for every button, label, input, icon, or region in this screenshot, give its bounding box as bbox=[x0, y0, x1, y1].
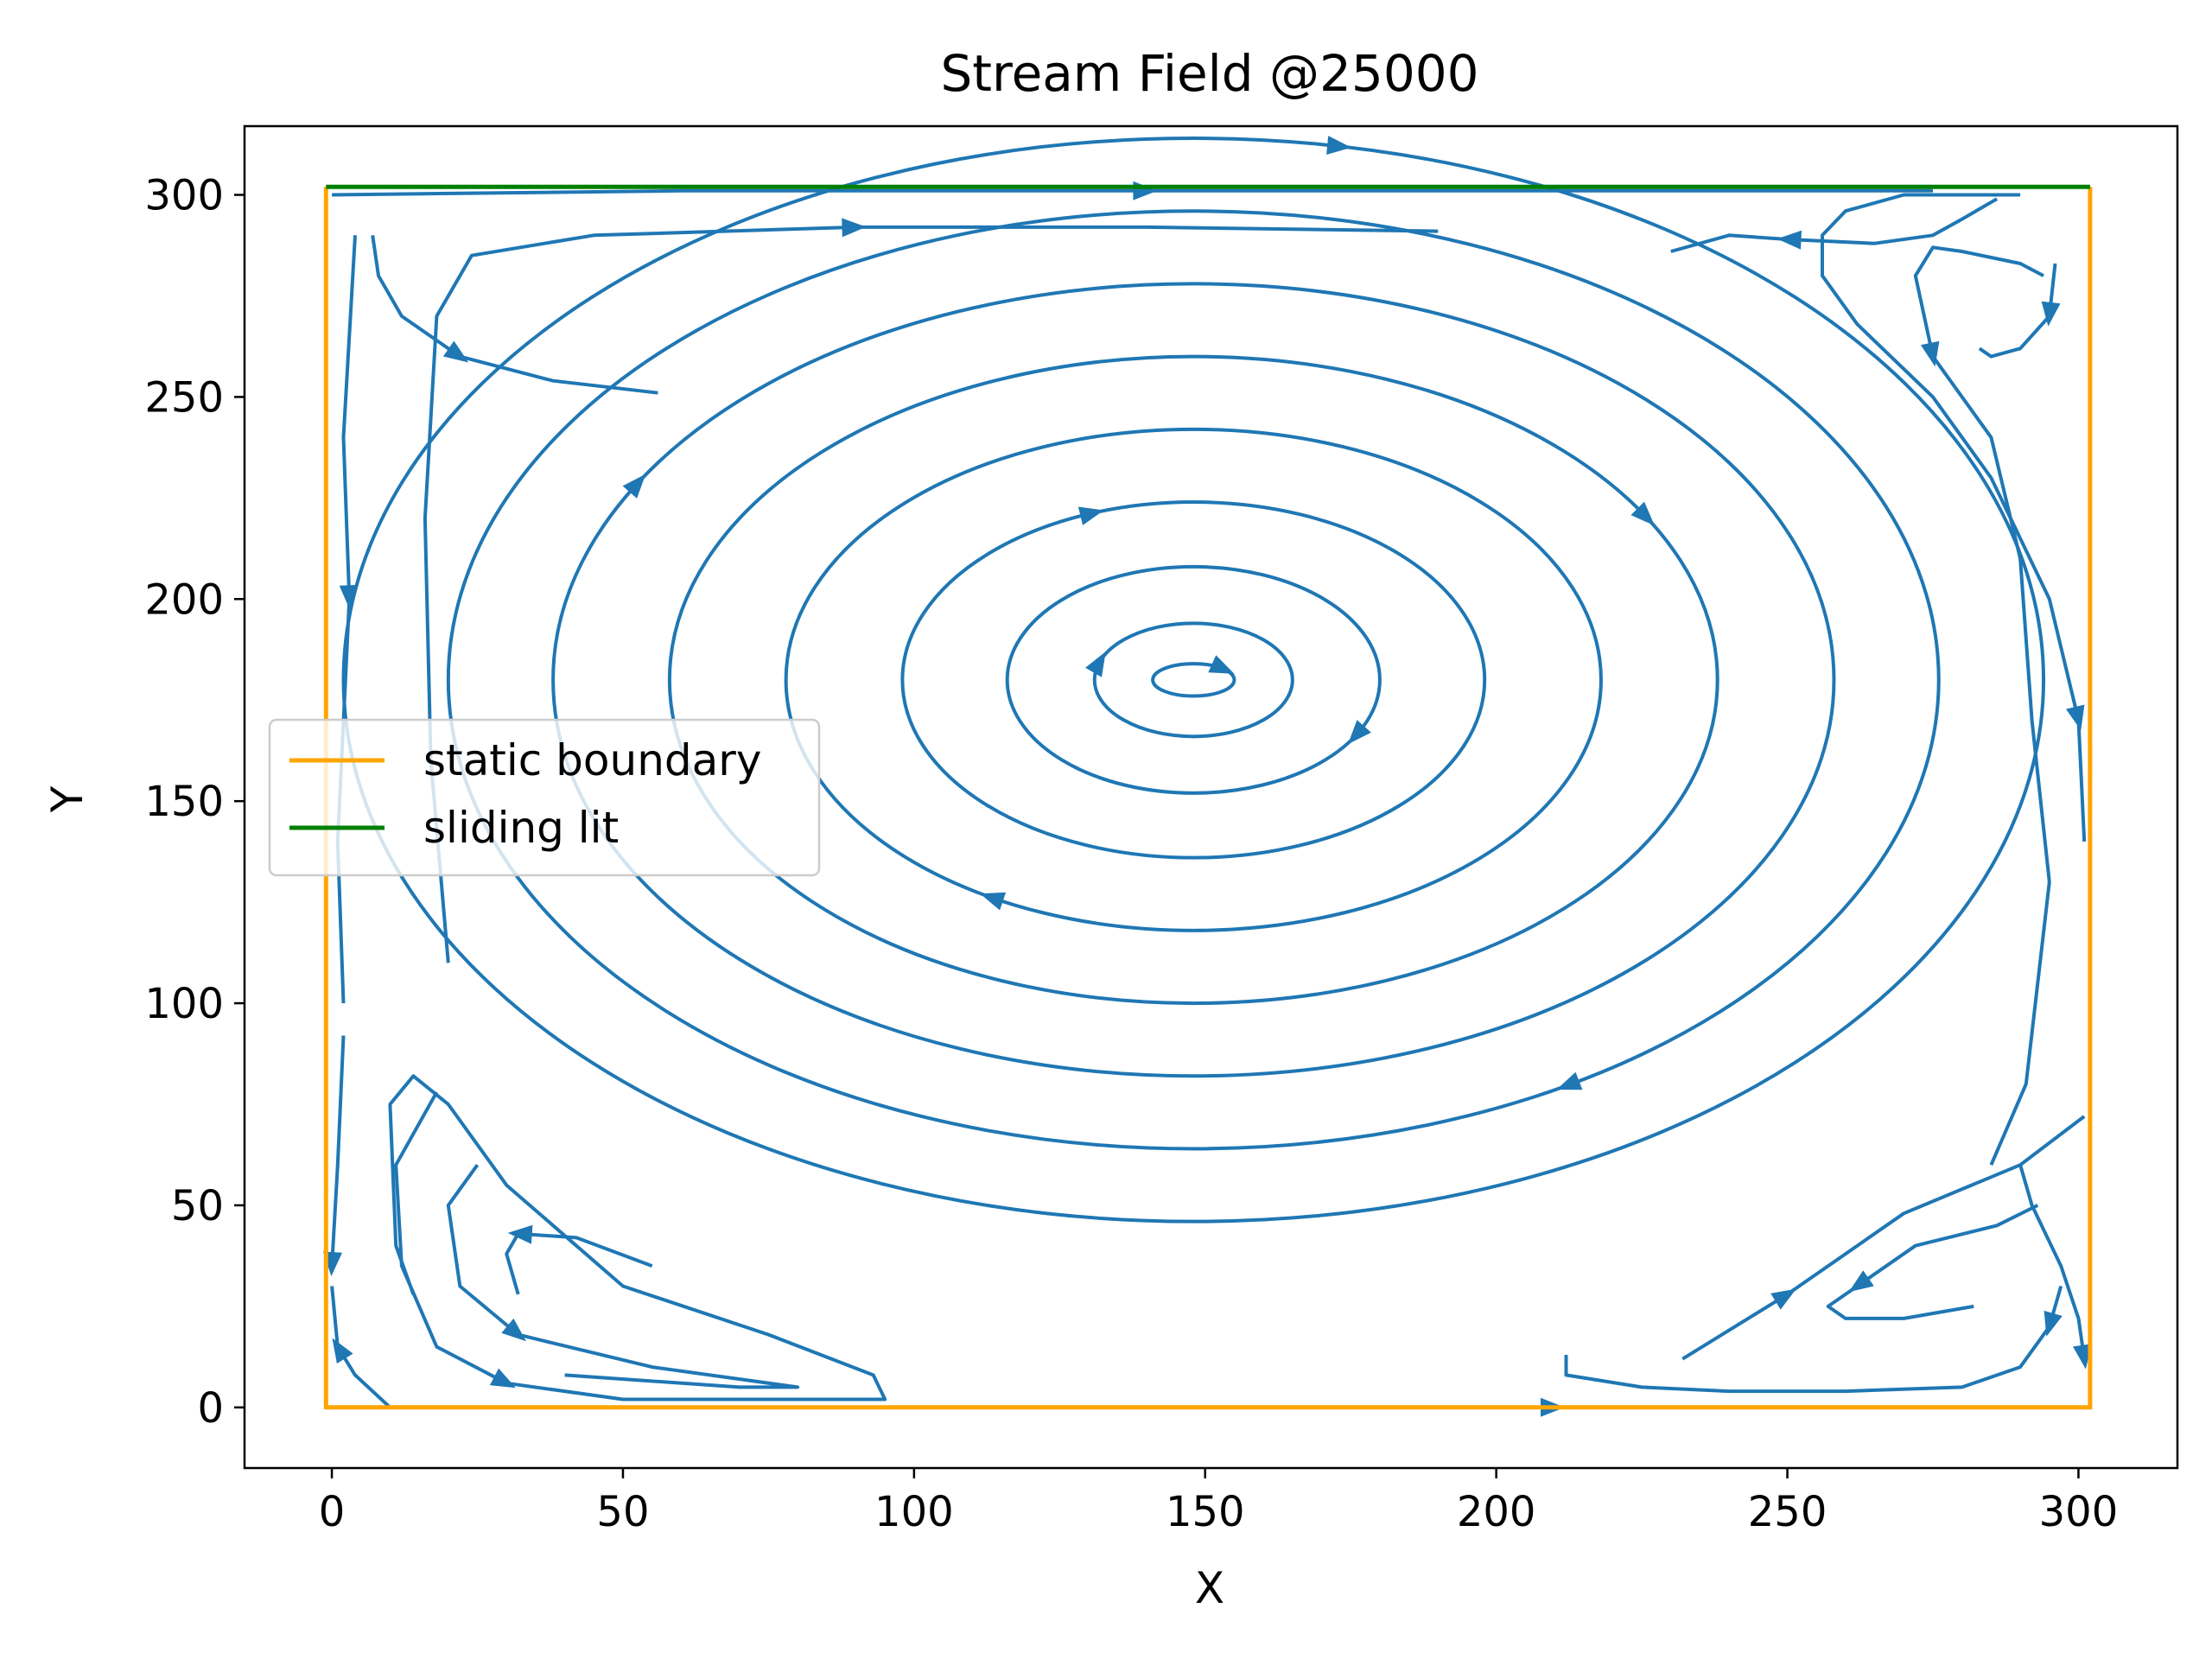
streamline-arrow bbox=[1777, 230, 1802, 250]
x-axis-label: X bbox=[1195, 1563, 1224, 1613]
streamlines-layer bbox=[323, 136, 2092, 1417]
vortex-streamline bbox=[446, 209, 1941, 1151]
y-tick-label: 300 bbox=[144, 172, 224, 220]
vortex-streamline bbox=[1005, 564, 1382, 795]
streamline-arrow bbox=[1348, 720, 1371, 745]
streamline-arrow bbox=[1630, 501, 1655, 526]
streamline-arrow bbox=[622, 474, 646, 499]
x-tick-label: 200 bbox=[1457, 1488, 1536, 1536]
x-tick-label: 0 bbox=[319, 1488, 346, 1536]
streamline-arrow bbox=[1848, 1270, 1874, 1293]
y-tick-label: 200 bbox=[144, 575, 224, 624]
legend: static boundary sliding lit bbox=[268, 718, 821, 877]
streamline-arrow bbox=[1556, 1071, 1583, 1090]
x-tick-label: 150 bbox=[1166, 1488, 1245, 1536]
streamline-arrow bbox=[339, 584, 359, 610]
streamline-arrow bbox=[332, 1338, 353, 1364]
streamline bbox=[1681, 1115, 2086, 1361]
vortex-streamline bbox=[900, 500, 1487, 860]
streamline-arrow bbox=[1770, 1288, 1796, 1310]
streamline-arrow bbox=[1920, 340, 1940, 367]
streamline-arrow bbox=[489, 1368, 516, 1389]
streamline bbox=[371, 235, 658, 395]
streamline bbox=[446, 1164, 800, 1389]
streamline bbox=[388, 1074, 887, 1402]
x-axis-ticks: 0 50 100 150 200 250 300 bbox=[319, 1468, 2118, 1536]
streamline-arrow bbox=[1326, 136, 1352, 155]
y-tick-label: 250 bbox=[144, 373, 224, 422]
streamline-arrow bbox=[2066, 704, 2085, 731]
chart-title: Stream Field @25000 bbox=[940, 44, 1478, 103]
streamline bbox=[1978, 263, 2057, 359]
streamline bbox=[330, 1286, 391, 1409]
x-tick-label: 100 bbox=[874, 1488, 954, 1536]
y-tick-label: 0 bbox=[197, 1384, 224, 1433]
legend-label-sliding-lit: sliding lit bbox=[423, 803, 619, 853]
y-axis-label: Y bbox=[42, 785, 92, 813]
y-axis-ticks: 0 50 100 150 200 250 300 bbox=[144, 172, 245, 1433]
vortex-streamline bbox=[551, 282, 1836, 1078]
legend-box bbox=[268, 718, 821, 877]
y-tick-label: 50 bbox=[171, 1182, 224, 1230]
streamline-arrow bbox=[507, 1224, 533, 1244]
plot-area-frame bbox=[243, 124, 2179, 1470]
vortex-streamline bbox=[784, 427, 1603, 932]
streamline bbox=[1821, 193, 2087, 842]
streamline bbox=[330, 1035, 346, 1267]
x-tick-label: 250 bbox=[1748, 1488, 1827, 1536]
streamline bbox=[1670, 197, 1999, 253]
streamline-arrow bbox=[2041, 301, 2061, 327]
x-tick-label: 300 bbox=[2039, 1488, 2119, 1536]
y-tick-label: 150 bbox=[144, 778, 224, 826]
legend-label-static-boundary: static boundary bbox=[423, 735, 761, 785]
streamline bbox=[423, 225, 1439, 963]
streamline-arrow bbox=[842, 218, 867, 238]
y-tick-label: 100 bbox=[144, 980, 224, 1028]
streamline-arrow bbox=[1208, 655, 1235, 674]
streamline-arrow bbox=[1077, 506, 1104, 525]
streamline-arrow bbox=[2073, 1344, 2092, 1370]
vortex-streamline bbox=[667, 354, 1719, 1006]
streamline-arrow bbox=[501, 1318, 526, 1342]
x-tick-label: 50 bbox=[596, 1488, 649, 1536]
vortex-streamline bbox=[1092, 621, 1294, 739]
streamline-arrow bbox=[980, 892, 1007, 911]
streamline-arrow bbox=[1085, 652, 1106, 677]
streamline bbox=[1913, 245, 2051, 1166]
streamline bbox=[2018, 1164, 2087, 1359]
vortex-streamline bbox=[341, 137, 2046, 1224]
vortex-streamline bbox=[1151, 662, 1236, 698]
streamline-arrow bbox=[442, 340, 469, 363]
streamline-arrow bbox=[2044, 1310, 2063, 1337]
streamline bbox=[1826, 1204, 2039, 1320]
streamline bbox=[1564, 1285, 2063, 1394]
